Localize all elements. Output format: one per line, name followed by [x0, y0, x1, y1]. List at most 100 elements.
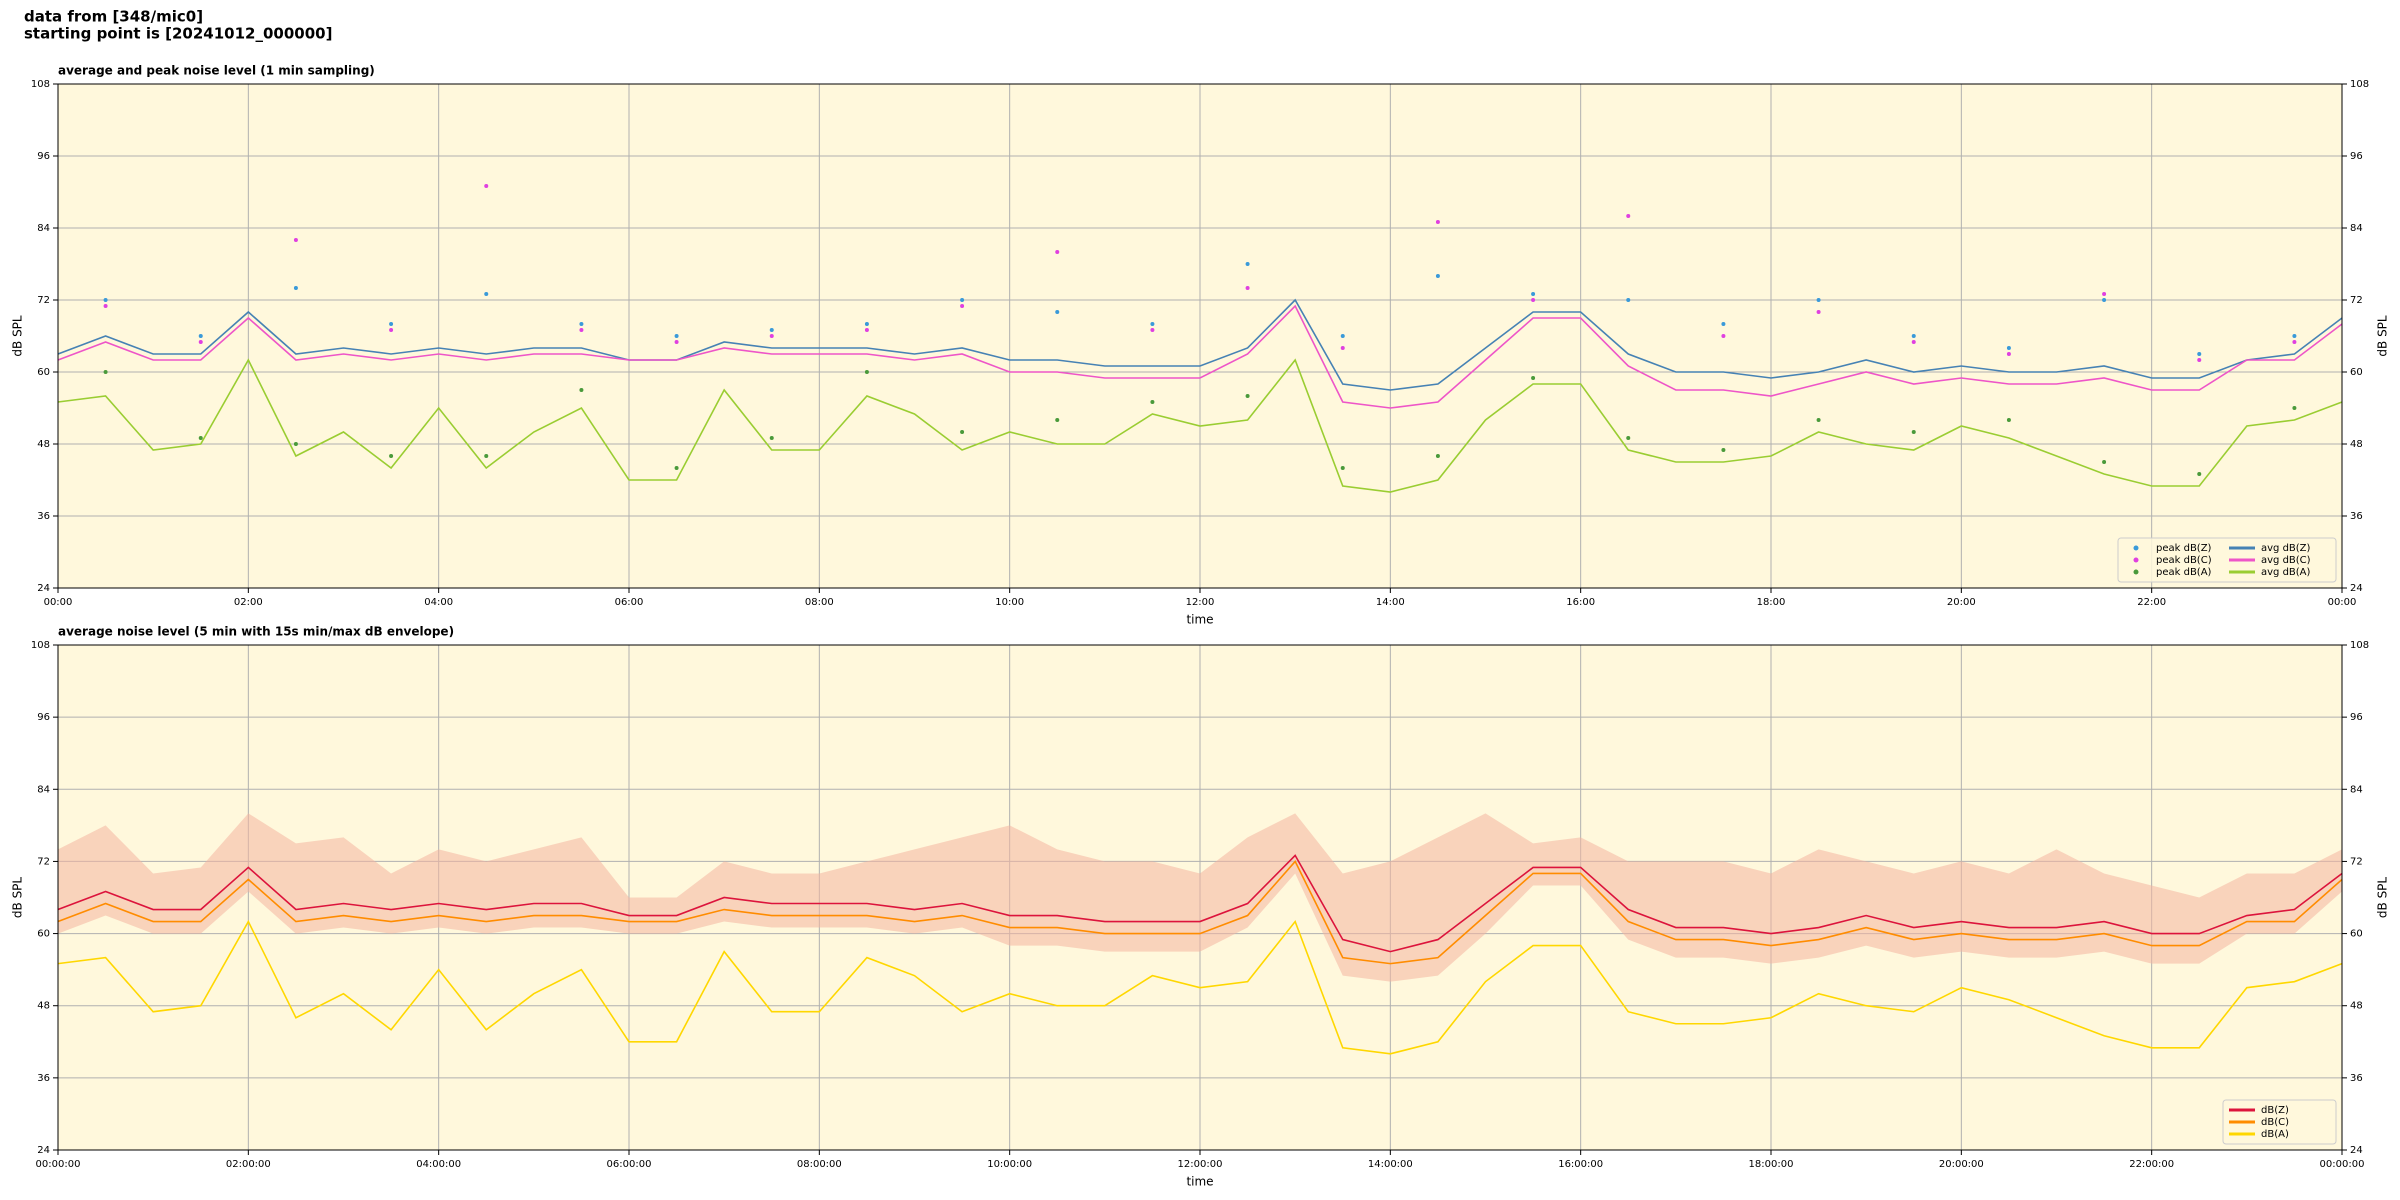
peak-point [1150, 322, 1155, 326]
series-line [57, 860, 2343, 965]
series-line [57, 919, 2343, 1055]
peak-point [389, 454, 394, 458]
x-tick-label: 16:00:00 [1558, 1159, 1603, 1170]
y-tick-label: 36 [2350, 1073, 2363, 1084]
peak-point [1150, 328, 1155, 332]
peak-point [1626, 214, 1631, 218]
peak-point [293, 442, 298, 446]
x-tick-label: 14:00 [1376, 597, 1405, 608]
y-tick-label: 84 [37, 223, 50, 234]
y-axis-label: dB SPL [2376, 877, 2390, 919]
peak-point [1816, 310, 1821, 314]
x-tick-label: 02:00 [234, 597, 263, 608]
peak-point [864, 370, 869, 374]
y-tick-label: 60 [37, 367, 50, 378]
x-tick-label: 10:00 [995, 597, 1024, 608]
peak-point [1626, 298, 1631, 302]
legend-label: dB(C) [2261, 1117, 2289, 1128]
y-axis-label: dB SPL [11, 315, 25, 357]
y-tick-label: 84 [2350, 223, 2363, 234]
y-tick-label: 72 [2350, 856, 2363, 867]
peak-point [960, 298, 965, 302]
peak-point [2292, 406, 2297, 410]
peak-point [484, 454, 489, 458]
x-tick-label: 04:00:00 [416, 1159, 461, 1170]
y-tick-label: 36 [37, 1073, 50, 1084]
x-tick-label: 00:00:00 [2320, 1159, 2365, 1170]
y-tick-label: 48 [37, 1001, 50, 1012]
peak-point [198, 334, 203, 338]
peak-point [1911, 334, 1916, 338]
peak-point [1721, 322, 1726, 326]
y-tick-label: 108 [31, 79, 50, 90]
x-tick-label: 20:00 [1947, 597, 1976, 608]
y-tick-label: 24 [2350, 1145, 2363, 1156]
y-tick-label: 60 [2350, 367, 2363, 378]
peak-point [1055, 250, 1060, 254]
peak-point [1721, 448, 1726, 452]
peak-point [103, 304, 108, 308]
y-tick-label: 84 [37, 784, 50, 795]
legend-marker [2133, 545, 2139, 551]
x-tick-label: 18:00:00 [1749, 1159, 1794, 1170]
y-tick-label: 24 [2350, 583, 2363, 594]
y-tick-label: 108 [2350, 79, 2369, 90]
peak-point [484, 292, 489, 296]
x-tick-label: 22:00:00 [2129, 1159, 2174, 1170]
peak-point [389, 322, 394, 326]
y-tick-label: 108 [31, 640, 50, 651]
peak-point [1150, 400, 1155, 404]
y-tick-label: 60 [37, 929, 50, 940]
peak-point [674, 466, 679, 470]
y-tick-label: 72 [37, 856, 50, 867]
y-tick-label: 60 [2350, 929, 2363, 940]
legend-label: avg dB(A) [2261, 567, 2311, 578]
x-tick-label: 20:00:00 [1939, 1159, 1984, 1170]
series-line [57, 358, 2343, 493]
peak-point [1531, 298, 1536, 302]
peak-point [1911, 430, 1916, 434]
x-tick-label: 06:00:00 [607, 1159, 652, 1170]
y-tick-label: 96 [2350, 151, 2363, 162]
x-tick-label: 12:00:00 [1178, 1159, 1223, 1170]
x-tick-label: 04:00 [424, 597, 453, 608]
peak-point [960, 430, 965, 434]
peak-point [864, 322, 869, 326]
x-tick-label: 00:00 [44, 597, 73, 608]
peak-point [1245, 262, 1250, 266]
peak-point [1340, 466, 1345, 470]
y-tick-label: 48 [2350, 439, 2363, 450]
peak-point [579, 322, 584, 326]
peak-point [864, 328, 869, 332]
legend-label: peak dB(A) [2156, 567, 2212, 578]
y-tick-label: 24 [37, 1145, 50, 1156]
peak-point [579, 328, 584, 332]
x-tick-label: 08:00:00 [797, 1159, 842, 1170]
peak-point [2197, 358, 2202, 362]
peak-point [2292, 340, 2297, 344]
plot-frame [57, 644, 2343, 1151]
legend-label: avg dB(C) [2261, 555, 2311, 566]
chart-title: average and peak noise level (1 min samp… [58, 64, 375, 78]
peak-point [1055, 418, 1060, 422]
peak-point [2006, 418, 2011, 422]
peak-point [2006, 352, 2011, 356]
peak-point [960, 304, 965, 308]
peak-point [1435, 454, 1440, 458]
peak-point [1435, 274, 1440, 278]
peak-point [2197, 352, 2202, 356]
x-axis-label: time [1186, 613, 1213, 627]
peak-point [674, 334, 679, 338]
start-label: starting point is [20241012_000000] [24, 25, 332, 43]
peak-point [1245, 394, 1250, 398]
y-tick-label: 36 [37, 511, 50, 522]
x-tick-label: 02:00:00 [226, 1159, 271, 1170]
peak-point [2006, 346, 2011, 350]
x-tick-label: 00:00 [2328, 597, 2357, 608]
peak-point [1911, 340, 1916, 344]
peak-point [1816, 298, 1821, 302]
series-line [57, 304, 2343, 409]
legend-marker [2133, 569, 2139, 575]
peak-point [1531, 292, 1536, 296]
